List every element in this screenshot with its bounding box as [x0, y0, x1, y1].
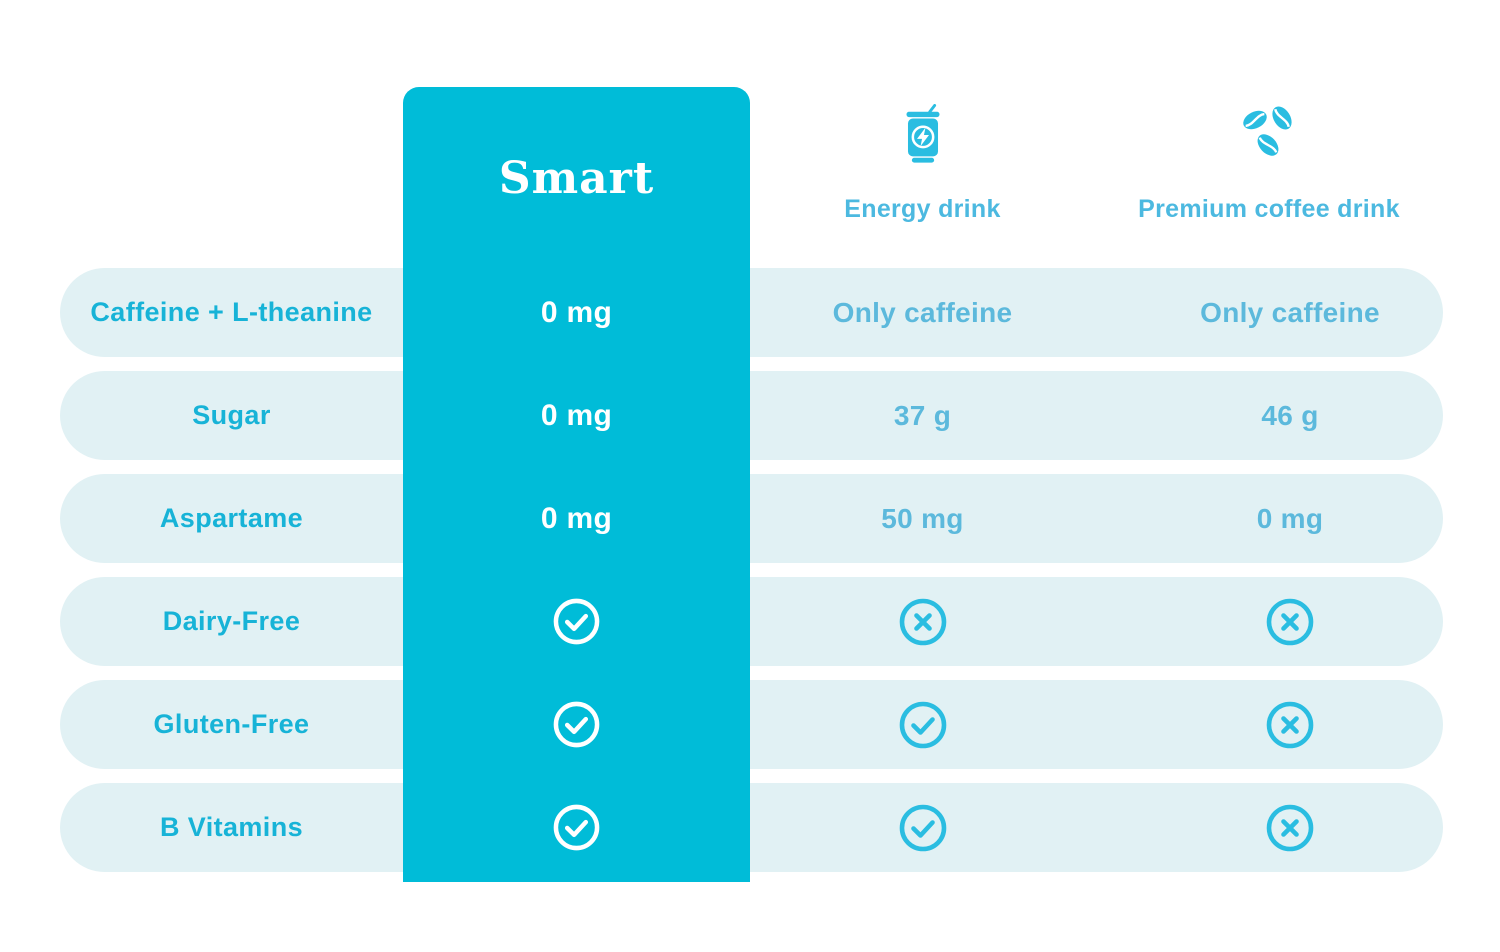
coffee-value: Only caffeine	[1200, 296, 1380, 328]
coffee-value: 46 g	[1261, 399, 1319, 431]
energy-status	[750, 598, 1095, 646]
smart-status	[403, 680, 750, 769]
coffee-status	[1116, 804, 1464, 852]
smart-status	[403, 577, 750, 666]
coffee-status	[1116, 701, 1464, 749]
coffee-status	[1116, 598, 1464, 646]
row-label: Aspartame	[159, 502, 304, 533]
check-circle-icon	[899, 804, 947, 852]
column-header-premium-coffee-drink: Premium coffee drink	[1095, 104, 1443, 224]
row-label: Caffeine + L-theanine	[90, 296, 373, 327]
row-label: Sugar	[192, 399, 271, 430]
table-row: Dairy-Free	[60, 577, 1443, 666]
check-circle-icon	[899, 701, 947, 749]
energy-value: Only caffeine	[832, 296, 1013, 328]
coffee-beans-icon	[1243, 106, 1292, 156]
x-circle-icon	[899, 598, 947, 646]
x-circle-icon	[1266, 598, 1314, 646]
table-row: Caffeine + L-theanine Only caffeine Only…	[60, 268, 1443, 357]
x-circle-icon	[1266, 804, 1314, 852]
x-circle-icon	[1266, 701, 1314, 749]
energy-value: 50 mg	[881, 502, 964, 534]
column-header-label: Energy drink	[844, 195, 1001, 223]
column-header-label: Premium coffee drink	[1138, 195, 1400, 223]
check-circle-icon	[553, 804, 600, 851]
row-label: Gluten-Free	[153, 708, 310, 739]
smart-value: 0 mg	[540, 398, 613, 432]
smart-value: 0 mg	[540, 295, 613, 329]
column-header-energy-drink: Energy drink	[750, 104, 1095, 224]
table-row: Gluten-Free	[60, 680, 1443, 769]
row-label: Dairy-Free	[162, 605, 301, 636]
smart-value: 0 mg	[540, 501, 613, 535]
energy-status	[750, 701, 1095, 749]
check-circle-icon	[553, 701, 600, 748]
table-row: Sugar 37 g 46 g	[60, 371, 1443, 460]
smart-highlight-column: Smart 0 mg 0 mg 0 mg	[403, 87, 750, 882]
row-label: B Vitamins	[159, 811, 304, 842]
coffee-value: 0 mg	[1256, 502, 1324, 534]
energy-status	[750, 804, 1095, 852]
smart-brand-title: Smart	[498, 152, 655, 204]
energy-value: 37 g	[893, 399, 952, 431]
smart-status	[403, 783, 750, 872]
table-row: B Vitamins	[60, 783, 1443, 872]
energy-can-icon	[906, 104, 939, 163]
check-circle-icon	[553, 598, 600, 645]
table-row: Aspartame 50 mg 0 mg	[60, 474, 1443, 563]
